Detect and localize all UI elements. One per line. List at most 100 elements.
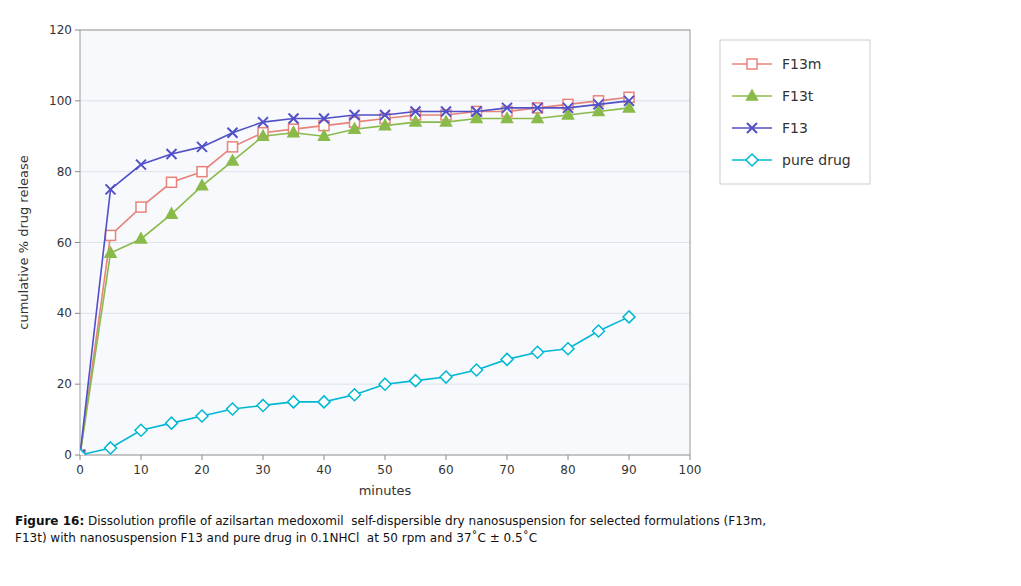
data-point	[472, 106, 482, 116]
data-point	[166, 208, 177, 218]
caption-line: F13t) with nanosuspension F13 and pure d…	[15, 530, 537, 545]
data-point	[228, 142, 238, 152]
legend-marker	[747, 59, 757, 69]
tick-mark	[202, 455, 203, 460]
tick-mark	[324, 455, 325, 460]
plot-area	[80, 30, 690, 455]
series-line	[80, 317, 629, 455]
data-point	[167, 177, 177, 187]
data-point	[105, 442, 117, 454]
legend-label: pure drug	[782, 152, 851, 168]
data-point	[196, 410, 208, 422]
data-point	[228, 128, 238, 138]
data-point	[289, 114, 299, 124]
tick-label: 30	[255, 463, 270, 477]
tick-label: 10	[133, 463, 148, 477]
caption-line: Dissolution profile of azilsartan medoxo…	[84, 514, 766, 528]
data-point	[349, 123, 360, 133]
data-point	[136, 202, 146, 212]
legend-marker	[747, 90, 758, 100]
grid-line	[80, 242, 690, 243]
data-point	[593, 325, 605, 337]
caption: Figure 16: Dissolution profile of azilsa…	[15, 514, 766, 545]
tick-label: 20	[194, 463, 209, 477]
tick-mark	[568, 455, 569, 460]
data-point	[563, 103, 573, 113]
tick-label: 100	[49, 94, 72, 108]
tick-mark	[80, 455, 81, 460]
tick-label: 60	[438, 463, 453, 477]
data-point	[440, 371, 452, 383]
legend-label: F13	[782, 120, 808, 136]
data-point	[380, 110, 390, 120]
legend-marker	[747, 123, 757, 133]
tick-label: 70	[499, 463, 514, 477]
tick-mark	[75, 384, 80, 385]
tick-mark	[507, 455, 508, 460]
data-point	[594, 99, 604, 109]
tick-label: 90	[621, 463, 636, 477]
data-point	[441, 106, 451, 116]
tick-label: 40	[316, 463, 331, 477]
data-point	[227, 155, 238, 165]
tick-mark	[75, 100, 80, 101]
series-line	[80, 101, 629, 455]
tick-mark	[75, 30, 80, 31]
data-point	[105, 247, 116, 257]
data-point	[318, 396, 330, 408]
data-point	[349, 389, 361, 401]
data-point	[319, 130, 330, 140]
data-point	[288, 396, 300, 408]
data-point	[532, 346, 544, 358]
data-point	[624, 96, 634, 106]
tick-label: 100	[679, 463, 702, 477]
series-line	[80, 97, 629, 455]
tick-mark	[75, 171, 80, 172]
data-point	[136, 233, 147, 243]
data-point	[80, 450, 85, 455]
data-point	[532, 113, 543, 123]
tick-label: 20	[57, 377, 72, 391]
data-point	[380, 120, 391, 130]
data-point	[136, 160, 146, 170]
legend: F13m F13t F13 pure drug	[720, 40, 870, 184]
data-point	[197, 142, 207, 152]
data-point	[502, 113, 513, 123]
data-point	[441, 116, 452, 126]
data-point	[106, 230, 116, 240]
tick-mark	[446, 455, 447, 460]
tick-label: 0	[64, 448, 72, 462]
legend-marker	[746, 154, 758, 166]
data-point	[562, 343, 574, 355]
caption-bold: Figure 16:	[15, 514, 84, 528]
data-point	[258, 117, 268, 127]
data-point	[411, 106, 421, 116]
legend-frame	[720, 40, 870, 184]
data-point	[319, 114, 329, 124]
caption-text: Dissolution profile of azilsartan medoxo…	[15, 514, 766, 545]
data-point	[410, 375, 422, 387]
data-point	[502, 103, 512, 113]
tick-mark	[629, 455, 630, 460]
tick-label: 80	[560, 463, 575, 477]
data-point	[106, 184, 116, 194]
legend-label: F13m	[782, 56, 822, 72]
legend-label: F13t	[782, 88, 814, 104]
data-point	[501, 353, 513, 365]
grid-line	[80, 313, 690, 314]
tick-mark	[75, 455, 80, 456]
tick-label: 0	[76, 463, 84, 477]
data-point	[533, 103, 543, 113]
y-axis-label: cumulative % drug release	[16, 155, 31, 330]
tick-mark	[75, 313, 80, 314]
tick-label: 80	[57, 165, 72, 179]
grid-line	[80, 171, 690, 172]
data-point	[288, 127, 299, 137]
tick-mark	[75, 242, 80, 243]
series-group	[80, 92, 635, 455]
tick-label: 120	[49, 23, 72, 37]
tick-label: 60	[57, 236, 72, 250]
data-point	[471, 364, 483, 376]
data-point	[197, 180, 208, 190]
x-axis-label: minutes	[359, 483, 412, 498]
